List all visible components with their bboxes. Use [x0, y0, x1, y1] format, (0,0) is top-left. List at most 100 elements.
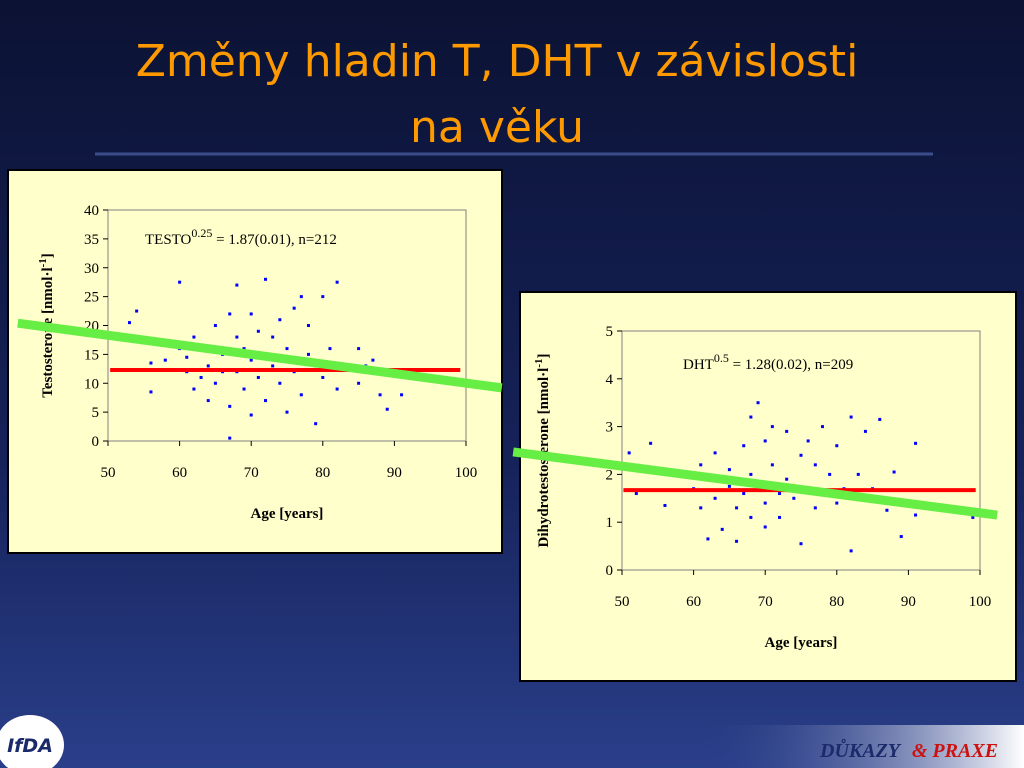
annotation: DHT0.5 = 1.28(0.02), n=209	[683, 351, 853, 373]
x-tick-label: 50	[615, 594, 630, 610]
point	[763, 439, 767, 443]
point	[742, 444, 746, 448]
y-tick-label: 1	[606, 515, 614, 531]
point	[256, 329, 260, 333]
y-tick-label: 15	[84, 347, 99, 363]
point	[371, 358, 375, 362]
point	[835, 444, 839, 448]
x-tick-label: 100	[969, 594, 992, 610]
point	[206, 399, 210, 403]
point	[713, 451, 717, 455]
point	[400, 393, 404, 397]
point	[206, 364, 210, 368]
point	[699, 506, 703, 510]
annotation: TESTO0.25 = 1.87(0.01), n=212	[145, 226, 337, 248]
point	[242, 387, 246, 391]
trend-line	[512, 447, 998, 520]
point	[271, 364, 275, 368]
x-tick-label: 90	[901, 594, 916, 610]
y-tick-label: 2	[606, 467, 614, 483]
point	[357, 381, 361, 385]
point	[634, 492, 638, 496]
point	[192, 335, 196, 339]
y-tick-label: 4	[606, 372, 614, 388]
point	[264, 277, 268, 281]
point	[278, 318, 282, 322]
point	[785, 429, 789, 433]
point	[264, 399, 268, 403]
annotation-base: DHT	[683, 357, 714, 373]
point	[914, 441, 918, 445]
title-line: Změny hladin T, DHT v závislosti	[136, 36, 859, 87]
point	[727, 468, 731, 472]
y-tick-label: 10	[84, 376, 99, 392]
point	[892, 470, 896, 474]
title-line: na věku	[410, 102, 584, 153]
y-axis-label-sup: -1	[533, 358, 545, 367]
point	[885, 508, 889, 512]
point	[299, 393, 303, 397]
x-axis-label: Age [years]	[251, 506, 324, 522]
point	[178, 280, 182, 284]
point	[242, 347, 246, 351]
point	[792, 496, 796, 500]
chart-panel	[7, 169, 503, 554]
point	[199, 375, 203, 379]
y-axis-label-tail: ]	[40, 253, 56, 258]
point	[335, 387, 339, 391]
point	[828, 472, 832, 476]
point	[299, 295, 303, 299]
point	[378, 393, 382, 397]
point	[849, 549, 853, 553]
point	[813, 463, 817, 467]
point	[856, 472, 860, 476]
plot-area	[621, 330, 981, 571]
point	[770, 463, 774, 467]
point	[914, 513, 918, 517]
point	[256, 375, 260, 379]
point	[228, 404, 232, 408]
point	[127, 321, 131, 325]
point	[735, 539, 739, 543]
point	[292, 306, 296, 310]
point	[249, 312, 253, 316]
point	[385, 407, 389, 411]
point	[149, 361, 153, 365]
logo-badge	[0, 715, 64, 768]
point	[749, 472, 753, 476]
point	[335, 280, 339, 284]
y-axis-label-text: Testosterone [nmol·l	[40, 267, 56, 397]
y-tick-label: 25	[84, 290, 99, 306]
point	[163, 358, 167, 362]
point	[357, 347, 361, 351]
point	[756, 401, 760, 405]
point	[249, 413, 253, 417]
point	[314, 422, 318, 426]
point	[813, 506, 817, 510]
point	[213, 324, 217, 327]
brand: DŮKAZY	[819, 738, 902, 762]
point	[321, 375, 325, 379]
point	[749, 515, 753, 519]
point	[627, 451, 631, 455]
x-axis-label: Age [years]	[765, 635, 838, 651]
x-tick-label: 80	[829, 594, 844, 610]
y-tick-label: 40	[84, 203, 99, 219]
point	[706, 537, 710, 541]
point	[735, 506, 739, 510]
point	[778, 515, 782, 519]
annotation-rest: = 1.28(0.02), n=209	[729, 357, 853, 373]
point	[249, 358, 253, 362]
annotation-sup: 0.5	[714, 351, 729, 365]
point	[770, 425, 774, 429]
footer-band	[700, 725, 1024, 768]
brand: & PRAXE	[912, 740, 998, 762]
point	[135, 309, 139, 313]
logo: IfDA	[7, 735, 53, 757]
point	[899, 535, 903, 539]
x-tick-label: 70	[758, 594, 773, 610]
point	[806, 439, 810, 443]
point	[285, 410, 289, 414]
